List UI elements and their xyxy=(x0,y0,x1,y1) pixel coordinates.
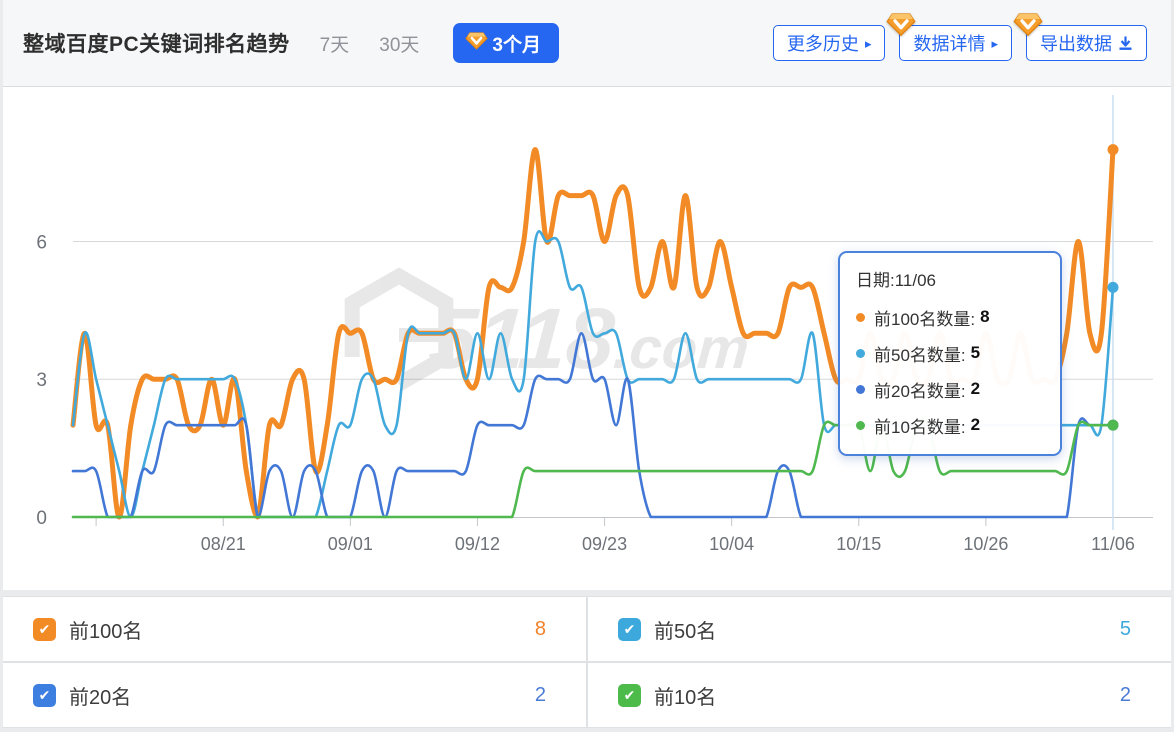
x-axis-label: 10/04 xyxy=(709,534,754,554)
trend-chart[interactable]: 0 3 6 08/21 09/01 09/12 09/23 10/04 10/15 10/26 11… xyxy=(3,87,1171,590)
y-axis-label: 3 xyxy=(36,370,47,391)
tooltip-item-value: 5 xyxy=(970,343,981,362)
end-dot-前10名 xyxy=(1107,419,1119,431)
tooltip-item-label: 前100名数量: xyxy=(874,309,976,329)
tooltip-item: 前20名数量: 2 xyxy=(856,371,1044,407)
legend-label: 前50名 xyxy=(654,620,717,643)
x-axis-label: 09/12 xyxy=(455,534,500,554)
y-axis-label: 6 xyxy=(36,232,47,253)
legend-label: 前100名 xyxy=(69,620,143,643)
tooltip-item-value: 2 xyxy=(970,415,981,434)
more-history-label: 更多历史 xyxy=(786,34,859,54)
tab-30-days[interactable]: 30天 xyxy=(379,34,420,56)
export-data-button[interactable]: 导出数据 xyxy=(1013,13,1147,61)
trend-line-chart[interactable]: 0 3 6 08/21 09/01 09/12 09/23 10/04 10/15 10/26 11… xyxy=(3,87,1171,590)
legend-cell-前10名[interactable]: ✔ 前10名 2 xyxy=(588,663,1171,727)
end-dot-前100名 xyxy=(1107,144,1119,156)
data-detail-label: 数据详情 xyxy=(913,34,986,54)
gem-icon xyxy=(1013,9,1043,44)
series-dot-icon xyxy=(856,420,865,430)
tooltip-rows: 前100名数量: 8 前50名数量: 5 前20名数量: 2 前10名数量: 2 xyxy=(856,299,1044,443)
series-line-前10名[interactable] xyxy=(71,418,1115,519)
legend-label: 前20名 xyxy=(69,686,132,709)
tooltip-item-value: 8 xyxy=(980,307,990,326)
data-detail-button[interactable]: 数据详情 ▸ xyxy=(886,13,1012,61)
x-axis-label: 09/23 xyxy=(582,534,627,554)
series-dot-icon xyxy=(856,348,865,358)
legend-label: 前10名 xyxy=(654,686,717,709)
download-icon xyxy=(1118,35,1133,51)
series-checkbox[interactable]: ✔ xyxy=(33,683,56,707)
legend-cell-前20名[interactable]: ✔ 前20名 2 xyxy=(3,663,586,727)
x-axis-label: 08/21 xyxy=(201,534,246,554)
arrow-right-icon: ▸ xyxy=(991,35,998,51)
tooltip-date: 日期:11/06 xyxy=(856,271,937,290)
series-checkbox[interactable]: ✔ xyxy=(618,617,641,641)
tooltip-item-value: 2 xyxy=(970,379,981,398)
header-bar: 整域百度PC关键词排名趋势 7天 30天 3个月 更多历史 ▸ xyxy=(3,0,1171,87)
series-legend: ✔ 前100名 8 ✔ 前50名 5 ✔ 前20名 2 ✔ 前10名 2 xyxy=(3,596,1171,728)
tooltip-item: 前10名数量: 2 xyxy=(856,407,1044,443)
legend-cell-前50名[interactable]: ✔ 前50名 5 xyxy=(588,597,1171,661)
tooltip-item-label: 前10名数量: xyxy=(874,417,966,437)
tooltip-item: 前50名数量: 5 xyxy=(856,335,1044,371)
tab-7-days[interactable]: 7天 xyxy=(319,34,350,56)
legend-value: 2 xyxy=(1119,683,1131,706)
end-dot-前50名 xyxy=(1107,281,1119,293)
export-data-label: 导出数据 xyxy=(1040,34,1112,54)
x-axis-label: 10/15 xyxy=(836,534,881,554)
tooltip-item-label: 前50名数量: xyxy=(874,345,966,365)
x-axis-label: 10/26 xyxy=(963,534,1008,554)
chart-tooltip: 日期:11/06 前100名数量: 8 前50名数量: 5 前20名数量: 2 前10名数量… xyxy=(838,251,1062,456)
series-line-前20名[interactable] xyxy=(71,332,1115,519)
tab-3-months-label: 3个月 xyxy=(492,34,541,56)
tab-3-months-selected[interactable]: 3个月 xyxy=(453,23,559,63)
series-checkbox[interactable]: ✔ xyxy=(618,683,641,707)
tooltip-item: 前100名数量: 8 xyxy=(856,299,1044,335)
x-axis-label: 09/01 xyxy=(328,534,373,554)
y-axis-label: 0 xyxy=(36,508,47,529)
x-axis-label: 11/06 xyxy=(1091,534,1135,554)
page-title: 整域百度PC关键词排名趋势 xyxy=(23,33,290,56)
gem-icon xyxy=(465,29,489,58)
series-dot-icon xyxy=(856,312,865,322)
arrow-right-icon: ▸ xyxy=(864,35,872,51)
series-checkbox[interactable]: ✔ xyxy=(33,617,56,641)
more-history-button[interactable]: 更多历史 ▸ xyxy=(772,25,886,61)
gem-icon xyxy=(886,9,917,44)
legend-value: 8 xyxy=(534,617,546,640)
legend-value: 5 xyxy=(1119,617,1131,640)
ranking-trend-widget: 整域百度PC关键词排名趋势 7天 30天 3个月 更多历史 ▸ xyxy=(3,0,1171,728)
legend-value: 2 xyxy=(534,683,546,706)
tooltip-item-label: 前20名数量: xyxy=(874,381,966,401)
legend-cell-前100名[interactable]: ✔ 前100名 8 xyxy=(3,597,586,661)
series-dot-icon xyxy=(856,384,865,394)
